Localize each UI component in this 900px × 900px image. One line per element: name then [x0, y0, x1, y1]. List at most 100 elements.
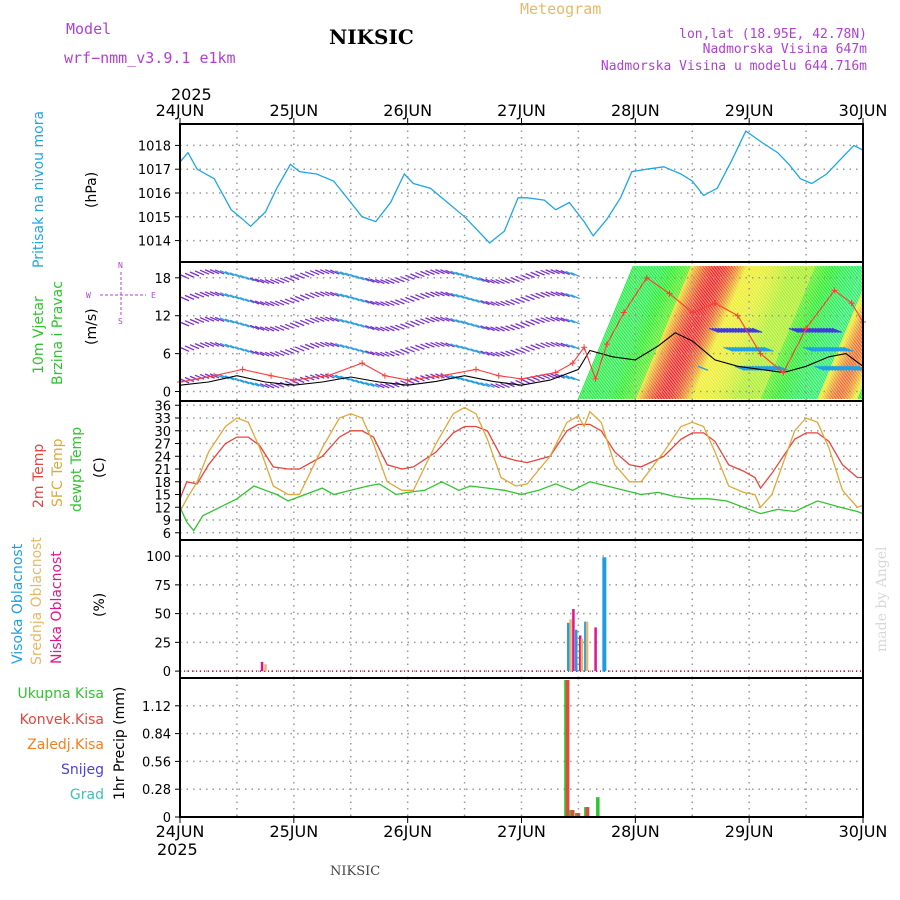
wind-arrow: [848, 365, 860, 371]
gust-marker: [239, 366, 246, 373]
gust-marker: [592, 375, 599, 382]
wind-streak: [579, 265, 636, 400]
footer-station: NIKSIC: [330, 864, 380, 879]
wind-arrow: [380, 279, 390, 285]
wind-streak: [797, 265, 854, 400]
wind-streak: [590, 265, 647, 400]
wind-arrow: [480, 382, 490, 388]
y-tick-label: 100: [146, 550, 171, 565]
wind-arrow: [415, 294, 425, 300]
wind-arrow: [314, 342, 325, 348]
wind-arrow: [244, 276, 255, 282]
wind-arrow: [199, 269, 210, 275]
wind-arrow: [184, 320, 195, 326]
wind-arrow: [355, 347, 365, 354]
wind-arrow: [340, 271, 350, 277]
wind-arrow: [375, 383, 385, 389]
wind-arrow: [420, 318, 430, 324]
temp-unit: (C): [92, 457, 108, 478]
cloud-ylabel-2: Srednja Oblacnost: [29, 537, 45, 665]
wind-arrow: [817, 365, 828, 371]
wind-arrow: [284, 298, 295, 304]
wind-arrow: [415, 344, 425, 350]
conv_precip-bar: [585, 807, 590, 817]
x-tick-label-top: 27JUN: [497, 101, 546, 120]
wind-streak: [862, 397, 863, 400]
wind-arrow: [254, 325, 265, 331]
wind-streak: [676, 265, 733, 400]
wind-arrow: [797, 327, 808, 333]
wind-arrow: [746, 327, 757, 333]
wind-arrow: [510, 298, 520, 305]
wind-streak: [631, 265, 688, 400]
wind-streak: [613, 265, 670, 400]
gust-marker: [620, 309, 627, 316]
wind-arrow: [495, 278, 505, 285]
wind-arrow: [485, 351, 495, 357]
wind-arrow: [309, 270, 320, 276]
wind-arrow: [214, 269, 225, 275]
wind-arrow: [545, 341, 555, 348]
wind-arrow: [274, 278, 285, 284]
wind-streak: [687, 265, 743, 400]
wind-arrow: [319, 269, 330, 275]
wind-streak: [619, 265, 676, 400]
wind-arrow: [224, 343, 235, 349]
wind-streak: [688, 265, 745, 400]
wind-streak: [836, 333, 863, 400]
wind-streak: [851, 370, 863, 400]
wind-streak: [742, 265, 799, 400]
wind-arrow: [329, 316, 340, 323]
wind-streak: [682, 265, 739, 400]
wind-arrow: [757, 365, 768, 371]
wind-arrow: [520, 321, 530, 327]
y-tick-label: 1018: [138, 139, 171, 154]
y-tick-label: 6: [163, 527, 171, 542]
y-tick-label: 27: [154, 438, 171, 453]
y-tick-label: 18: [154, 476, 171, 491]
gust-marker: [268, 372, 275, 379]
wind-arrow: [480, 325, 490, 331]
wind-arrow: [515, 323, 525, 329]
wind-arrow: [259, 383, 270, 389]
wind-streak: [750, 265, 806, 400]
cloud-ylabel-3: Niska Oblacnost: [49, 551, 65, 664]
wind-arrow: [425, 342, 435, 348]
wind-arrow: [360, 276, 370, 282]
wind-arrow: [335, 317, 345, 323]
meteogram-subtitle: Meteogram: [520, 0, 601, 18]
wind-streak: [800, 265, 857, 400]
wind-arrow: [455, 319, 465, 325]
wind-arrow: [430, 291, 440, 297]
wind-arrow: [500, 382, 510, 389]
high_cloud-bar: [584, 621, 587, 672]
wind-arrow: [274, 300, 285, 306]
wind-arrow: [570, 344, 580, 350]
wind-arrow: [385, 351, 395, 357]
y-tick-label: 1015: [138, 211, 171, 226]
wind-arrow: [209, 269, 220, 275]
wind-arrow: [560, 342, 570, 348]
wind-arrow: [540, 291, 550, 297]
y-tick-label: 0: [163, 811, 171, 826]
wind-arrow: [805, 327, 817, 333]
wind-streak: [757, 265, 814, 400]
wind-arrow: [284, 348, 295, 355]
y-tick-label: 1017: [138, 163, 171, 178]
wind-arrow: [768, 365, 780, 371]
wind-arrow: [284, 323, 295, 329]
wind-arrow: [535, 292, 545, 298]
wind-arrow: [802, 327, 814, 333]
wind-arrow: [199, 373, 210, 380]
wind-arrow: [805, 346, 817, 352]
y-tick-label: 24: [154, 450, 171, 465]
wind-streak: [839, 341, 863, 400]
wind-streak: [611, 265, 668, 400]
wind-arrow: [234, 320, 245, 327]
gust-marker: [712, 300, 719, 307]
wind-arrow: [450, 292, 460, 298]
wind-arrow: [515, 379, 525, 386]
wind-streak: [657, 265, 714, 400]
wind-arrow: [229, 294, 240, 300]
wind-arrow: [365, 277, 375, 283]
